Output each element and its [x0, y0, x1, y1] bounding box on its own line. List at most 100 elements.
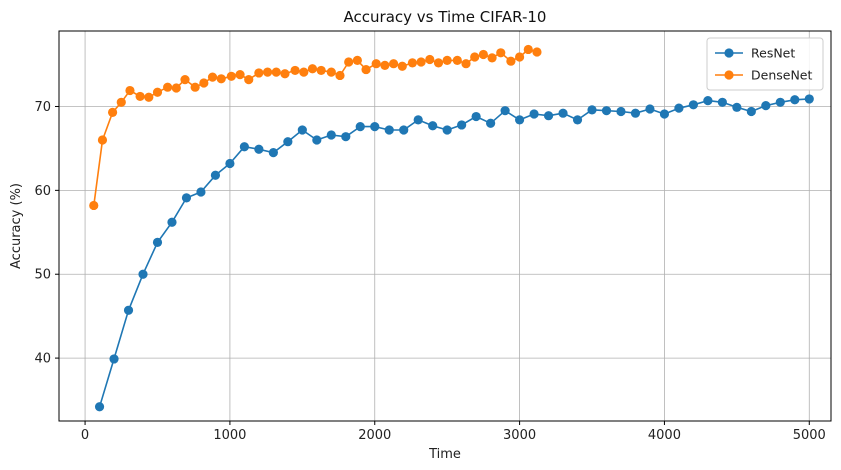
data-point-densenet: [199, 78, 209, 88]
data-point-densenet: [180, 75, 190, 85]
data-point-resnet: [790, 95, 800, 105]
data-point-densenet: [280, 69, 290, 79]
data-point-resnet: [486, 118, 496, 128]
data-point-densenet: [523, 44, 533, 55]
data-point-densenet: [144, 92, 154, 102]
data-point-resnet: [601, 106, 612, 116]
series-resnet: [94, 94, 814, 412]
data-point-densenet: [380, 60, 390, 70]
data-point-densenet: [506, 56, 516, 66]
data-point-resnet: [167, 217, 177, 227]
legend: ResNet DenseNet: [706, 37, 824, 91]
data-point-resnet: [239, 142, 249, 152]
data-point-densenet: [344, 57, 354, 67]
data-point-densenet: [407, 58, 418, 68]
data-point-resnet: [413, 115, 423, 125]
data-point-resnet: [268, 148, 278, 158]
data-point-densenet: [452, 55, 462, 65]
y-axis-label: Accuracy (%): [9, 183, 24, 269]
y-tick-label: 60: [34, 184, 51, 199]
data-point-densenet: [271, 67, 281, 77]
data-point-densenet: [135, 91, 145, 102]
data-point-densenet: [190, 82, 200, 92]
data-point-densenet: [326, 67, 336, 77]
data-point-densenet: [532, 47, 542, 57]
data-point-densenet: [171, 83, 181, 93]
legend-label-resnet: ResNet: [751, 46, 795, 61]
data-point-densenet: [290, 65, 300, 76]
data-point-resnet: [196, 187, 206, 197]
data-point-resnet: [457, 120, 467, 130]
data-point-densenet: [107, 107, 118, 117]
data-point-densenet: [207, 72, 218, 82]
data-point-resnet: [775, 97, 785, 107]
data-point-densenet: [226, 71, 236, 81]
data-point-densenet: [514, 52, 525, 62]
data-point-densenet: [235, 70, 245, 80]
x-axis-label: Time: [428, 447, 461, 462]
data-point-resnet: [558, 108, 568, 118]
data-point-resnet: [326, 130, 336, 140]
data-point-resnet: [746, 106, 756, 117]
y-tick-label: 50: [34, 268, 51, 283]
data-point-resnet: [225, 158, 235, 169]
legend-box: [706, 37, 824, 91]
data-point-resnet: [659, 109, 670, 119]
data-point-densenet: [163, 82, 173, 92]
data-point-densenet: [433, 58, 444, 68]
data-point-densenet: [388, 59, 399, 69]
data-point-densenet: [478, 49, 488, 60]
x-tick-label: 3000: [503, 428, 536, 443]
data-point-densenet: [442, 55, 452, 65]
data-point-densenet: [244, 75, 254, 85]
data-point-resnet: [674, 103, 684, 113]
data-point-densenet: [371, 59, 381, 69]
data-point-resnet: [500, 106, 510, 116]
x-tick-label: 4000: [648, 428, 681, 443]
data-point-resnet: [312, 135, 322, 145]
data-point-resnet: [123, 305, 134, 315]
data-point-resnet: [210, 170, 221, 180]
axis-ticks: 0 1000 2000 3000 4000 5000 40 50 60 70: [34, 100, 825, 443]
data-point-densenet: [487, 53, 497, 63]
data-point-densenet: [496, 48, 506, 58]
legend-label-densenet: DenseNet: [751, 68, 812, 83]
data-point-resnet: [471, 111, 481, 122]
legend-marker-densenet: [724, 70, 734, 80]
chart-title: Accuracy vs Time CIFAR-10: [344, 8, 547, 26]
x-tick-label: 1000: [213, 428, 246, 443]
data-point-resnet: [543, 111, 554, 121]
data-point-resnet: [616, 106, 626, 117]
data-point-resnet: [138, 269, 148, 279]
data-point-densenet: [352, 55, 362, 65]
data-point-resnet: [572, 115, 583, 125]
data-point-densenet: [116, 97, 126, 107]
data-point-densenet: [216, 74, 226, 84]
data-point-resnet: [630, 108, 641, 118]
data-point-resnet: [370, 122, 380, 132]
data-point-resnet: [355, 122, 365, 132]
data-point-resnet: [428, 121, 438, 131]
x-tick-label: 0: [81, 428, 89, 443]
data-point-resnet: [587, 105, 597, 115]
plot-frame: [58, 30, 832, 422]
data-point-resnet: [384, 125, 394, 135]
data-point-densenet: [470, 52, 480, 62]
data-point-resnet: [94, 402, 105, 412]
y-tick-label: 70: [34, 100, 51, 115]
data-point-densenet: [152, 87, 163, 97]
data-point-resnet: [109, 354, 119, 364]
data-point-resnet: [181, 193, 192, 203]
data-point-densenet: [461, 59, 471, 69]
data-point-resnet: [804, 94, 814, 104]
data-point-resnet: [399, 125, 409, 135]
data-point-resnet: [761, 101, 771, 111]
data-point-densenet: [89, 200, 99, 211]
data-point-resnet: [688, 100, 699, 110]
data-point-densenet: [307, 64, 318, 74]
data-point-resnet: [152, 237, 163, 247]
data-point-densenet: [361, 64, 371, 75]
data-point-resnet: [732, 102, 742, 112]
data-point-densenet: [299, 67, 309, 77]
